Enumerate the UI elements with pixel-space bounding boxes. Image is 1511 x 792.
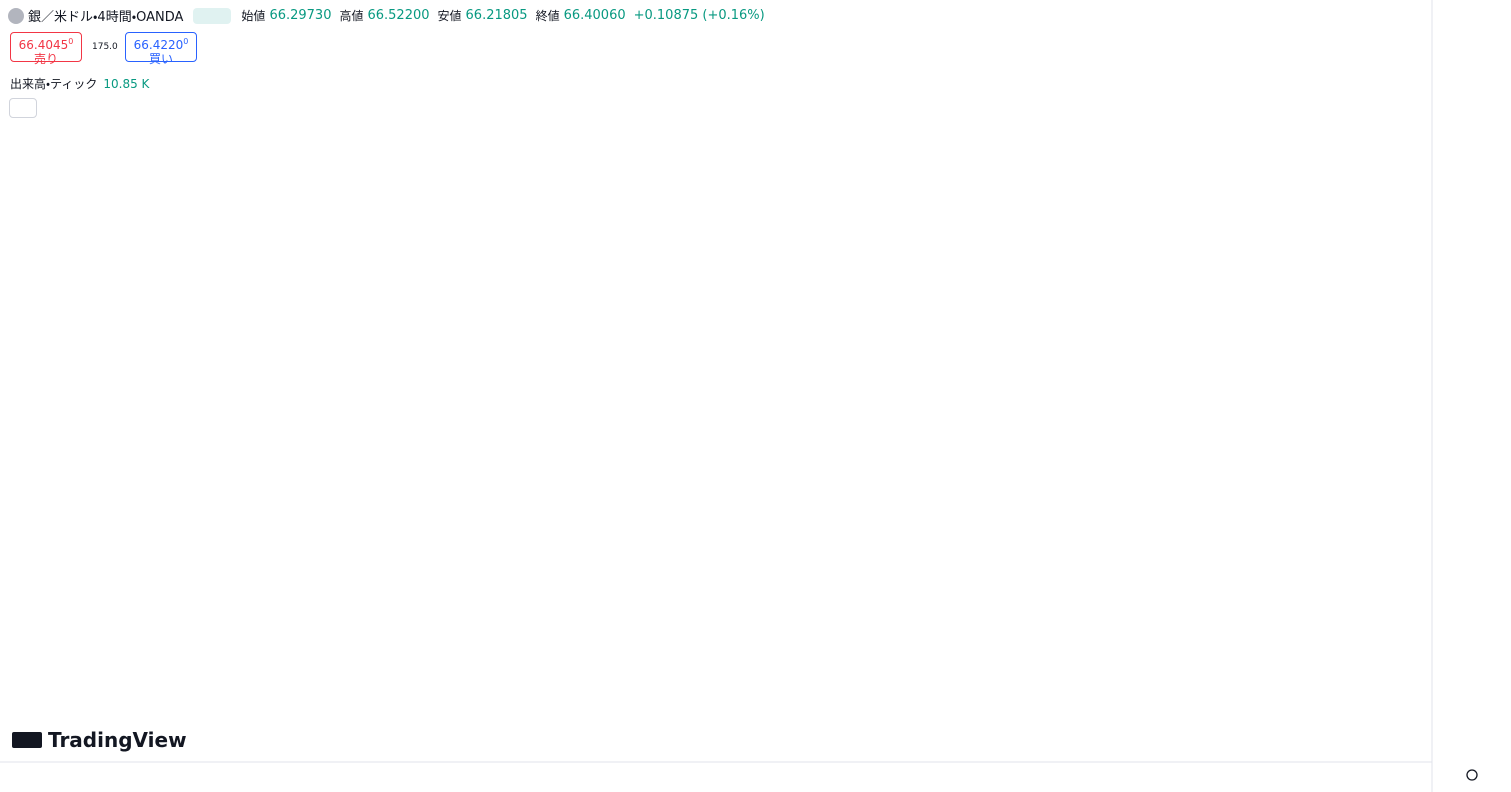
brand: TradingView xyxy=(12,728,187,752)
close-value: 66.40060 xyxy=(563,8,626,23)
sell-price-sup: 0 xyxy=(68,37,74,46)
settings-icon[interactable] xyxy=(1466,769,1478,781)
low-label: 安値 xyxy=(437,9,462,23)
buy-label: 買い xyxy=(148,52,173,66)
symbol-icon xyxy=(8,7,24,24)
buy-button[interactable]: 66.42200 買い xyxy=(125,32,197,66)
high-label: 高値 xyxy=(339,9,364,23)
sell-label: 売り xyxy=(33,52,58,66)
spread: 175.0 xyxy=(92,42,118,52)
high-value: 66.52200 xyxy=(367,8,430,23)
sell-price: 66.4045 xyxy=(18,38,69,52)
volume-legend-label[interactable]: 出来高・ティック xyxy=(10,77,98,91)
open-value: 66.29730 xyxy=(269,8,332,23)
low-value: 66.21805 xyxy=(465,8,528,23)
volume-legend-value: 10.85 K xyxy=(103,77,150,91)
collapse-button[interactable] xyxy=(9,98,37,118)
buy-price-sup: 0 xyxy=(183,37,189,46)
close-label: 終値 xyxy=(535,9,560,23)
symbol[interactable]: 銀／米ドル・4時間・OANDA xyxy=(28,10,184,25)
buy-price: 66.4220 xyxy=(133,38,184,52)
sell-button[interactable]: 66.40450 売り xyxy=(10,32,82,66)
header: 銀／米ドル・4時間・OANDA 始値 66.29730 高値 66.52200 安値… xyxy=(8,6,769,25)
change-value: +0.10875 (+0.16%) xyxy=(633,8,765,23)
volume-legend: 出来高・ティック 10.85 K xyxy=(10,75,149,92)
brand-name: TradingView xyxy=(48,728,187,752)
open-label: 始値 xyxy=(241,9,266,23)
status-badge xyxy=(193,7,232,24)
brand-logo xyxy=(12,732,42,748)
